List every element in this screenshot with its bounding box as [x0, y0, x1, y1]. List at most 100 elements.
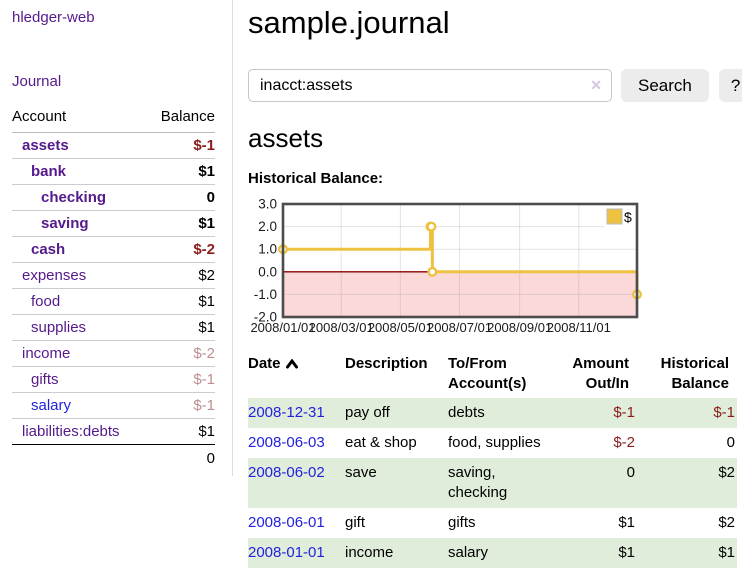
transaction-date-link[interactable]: 2008-12-31 [248, 404, 325, 421]
transaction-date-link[interactable]: 2008-06-03 [248, 434, 325, 451]
account-link[interactable]: cash [31, 241, 66, 258]
account-balance: $1 [198, 423, 215, 440]
app-title-link[interactable]: hledger-web [12, 9, 95, 26]
account-balance: $-1 [146, 132, 215, 159]
register-table: Date Description To/From Account(s) Amou… [248, 352, 737, 568]
account-row: expenses $2 [12, 262, 215, 289]
accounts-header-row: Account Balance [12, 106, 215, 133]
transaction-date-cell: 2008-01-01 [248, 538, 345, 568]
negative-region [283, 271, 637, 317]
account-link[interactable]: supplies [31, 319, 87, 336]
col-description: Description [345, 355, 428, 372]
transaction-description: eat & shop [345, 434, 417, 451]
transaction-amount: 0 [626, 464, 635, 481]
page-title: sample.journal [248, 5, 450, 40]
account-link[interactable]: saving [41, 215, 89, 232]
transaction-date-link[interactable]: 2008-06-02 [248, 464, 325, 481]
sort-ascending-icon [285, 358, 298, 369]
app-window: hledger-web Journal Account Balance asse… [0, 0, 742, 568]
transaction-balance: $2 [718, 514, 735, 531]
transaction-accounts: gifts [448, 514, 476, 531]
col-amount: Amount Out/In [572, 355, 629, 392]
col-date[interactable]: Date [248, 352, 345, 398]
account-link[interactable]: income [22, 345, 71, 362]
y-tick-label: 0.0 [258, 264, 277, 279]
y-tick-label: -2.0 [254, 310, 277, 325]
account-link[interactable]: expenses [22, 267, 87, 284]
account-row: cash $-2 [12, 236, 215, 263]
transaction-accounts: saving, checking [448, 464, 508, 501]
sidebar: hledger-web Journal Account Balance asse… [0, 0, 233, 476]
account-row: gifts $-1 [12, 366, 215, 393]
transaction-row: 2008-06-01 gift gifts $1 $2 [248, 508, 737, 538]
search-button[interactable]: Search [621, 69, 709, 102]
accounts-header-balance: Balance [146, 106, 215, 133]
account-link[interactable]: checking [41, 189, 107, 206]
transaction-date-cell: 2008-06-01 [248, 508, 345, 538]
transaction-amount: $1 [618, 544, 635, 561]
col-balance: Historical Balance [660, 355, 729, 392]
account-row: checking 0 [12, 184, 215, 211]
account-row: salary $-1 [12, 392, 215, 419]
transaction-description: income [345, 544, 394, 561]
account-row: bank $1 [12, 158, 215, 185]
account-balance: $1 [146, 158, 215, 185]
transaction-row: 2008-12-31 pay off debts $-1 $-1 [248, 398, 737, 428]
account-balance: $-2 [146, 340, 215, 367]
chart-title: Historical Balance: [248, 170, 384, 187]
account-row: saving $1 [12, 210, 215, 237]
account-row: food $1 [12, 288, 215, 315]
account-link[interactable]: liabilities:debts [22, 423, 120, 440]
account-link[interactable]: gifts [31, 371, 59, 388]
transaction-balance: $1 [718, 544, 735, 561]
sidebar-item-journal[interactable]: Journal [12, 73, 62, 90]
transaction-date-cell: 2008-06-02 [248, 458, 345, 508]
account-link[interactable]: food [31, 293, 61, 310]
transaction-accounts: debts [448, 404, 485, 421]
transaction-accounts: food, supplies [448, 434, 541, 451]
legend-swatch [606, 208, 623, 225]
y-tick-label: -1.0 [254, 287, 277, 302]
transaction-date-cell: 2008-06-03 [248, 428, 345, 458]
transaction-description: gift [345, 514, 366, 531]
account-link[interactable]: salary [31, 397, 72, 414]
account-balance: $2 [146, 262, 215, 289]
x-tick-label: 2008/03/01 [309, 320, 374, 335]
account-row: liabilities:debts $1 [12, 419, 215, 445]
account-balance: 0 [146, 184, 215, 211]
search-form: ✕ Search ? [248, 69, 742, 102]
transaction-row: 2008-06-03 eat & shop food, supplies $-2 0 [248, 428, 737, 458]
transaction-amount: $-1 [613, 404, 635, 421]
account-balance: $1 [146, 210, 215, 237]
account-balance: $-1 [146, 392, 215, 419]
sidebar-nav: Journal [12, 73, 215, 90]
account-balance: $-1 [146, 366, 215, 393]
x-tick-label: 2008/11/01 [547, 320, 611, 335]
search-input[interactable] [248, 69, 612, 102]
transaction-description: pay off [345, 404, 390, 421]
y-tick-label: 2.0 [258, 219, 277, 234]
col-accounts: To/From Account(s) [448, 355, 527, 392]
transaction-amount: $-2 [613, 434, 635, 451]
transaction-description: save [345, 464, 377, 481]
x-tick-label: 2008/07/01 [427, 320, 492, 335]
transaction-balance: 0 [726, 434, 735, 451]
account-link[interactable]: bank [31, 163, 67, 180]
help-button[interactable]: ? [718, 69, 742, 102]
accounts-total-row: 0 [12, 444, 215, 470]
transaction-date-cell: 2008-12-31 [248, 398, 345, 428]
transaction-balance: $2 [718, 464, 735, 481]
transaction-date-link[interactable]: 2008-06-01 [248, 514, 325, 531]
data-point-marker [426, 221, 437, 232]
accounts-header-account: Account [12, 106, 147, 133]
account-balance: $1 [146, 314, 215, 341]
legend-label: $ [624, 209, 632, 225]
account-link[interactable]: assets [22, 137, 69, 154]
transaction-date-link[interactable]: 2008-01-01 [248, 544, 325, 561]
x-tick-label: 2008/05/01 [368, 320, 433, 335]
y-tick-label: 1.0 [258, 242, 277, 257]
historical-balance-chart[interactable]: $3.0 2.0 1.0 0.0 -1.0 -2.0 2008/01/01 2008/03/0… [248, 198, 742, 338]
clear-search-icon[interactable]: ✕ [590, 77, 602, 93]
transaction-amount: $1 [618, 514, 635, 531]
account-row: income $-2 [12, 340, 215, 367]
